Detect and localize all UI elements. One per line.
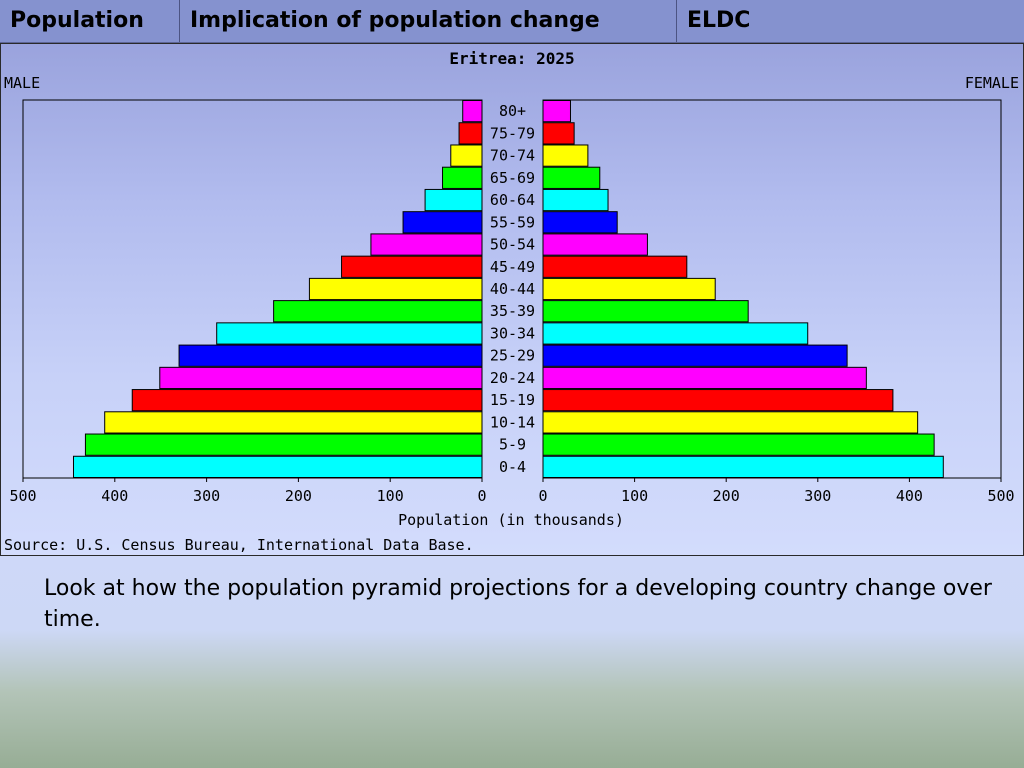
tab-population[interactable]: Population	[0, 0, 180, 42]
male-label: MALE	[4, 74, 40, 92]
female-bar-65-69	[542, 166, 601, 189]
male-bar-25-29	[178, 344, 483, 367]
male-bar-0-4	[72, 455, 483, 479]
female-tick-label: 200	[713, 487, 740, 505]
male-bar-35-39	[273, 300, 483, 323]
age-group-label: 0-4	[499, 458, 526, 476]
male-bar-30-34	[216, 322, 483, 345]
female-bar-30-34	[542, 322, 809, 345]
female-bar-75-79	[542, 122, 575, 145]
chart-title: Eritrea: 2025	[449, 49, 574, 68]
female-bar-35-39	[542, 300, 749, 323]
male-bar-70-74	[450, 144, 483, 167]
female-tick-label: 400	[896, 487, 923, 505]
female-bar-60-64	[542, 188, 609, 212]
male-bar-10-14	[104, 411, 483, 434]
male-bar-5-9	[84, 433, 483, 456]
female-bar-5-9	[542, 433, 935, 456]
age-group-label: 50-54	[490, 236, 535, 254]
age-group-label: 70-74	[490, 147, 535, 165]
age-group-label: 45-49	[490, 258, 535, 276]
age-group-label: 10-14	[490, 413, 535, 431]
male-bar-60-64	[424, 188, 483, 212]
female-tick-label: 0	[538, 487, 547, 505]
male-bar-50-54	[370, 233, 483, 256]
age-group-label: 65-69	[490, 169, 535, 187]
age-group-label: 80+	[499, 102, 526, 120]
male-bar-20-24	[159, 366, 483, 390]
female-bar-80+	[542, 100, 571, 123]
female-bar-40-44	[542, 277, 716, 301]
female-bar-70-74	[542, 144, 589, 167]
population-pyramid-chart: 0-4 5-9 10-14 15-19 20-24 25-29 30-34 35-39 40-4…	[0, 43, 1024, 556]
age-group-label: 25-29	[490, 347, 535, 365]
source-note: Source: U.S. Census Bureau, Internationa…	[4, 536, 474, 554]
female-bar-45-49	[542, 255, 688, 278]
x-axis-label: Population (in thousands)	[398, 511, 624, 529]
age-group-label: 75-79	[490, 124, 535, 142]
female-tick-label: 500	[987, 487, 1014, 505]
age-group-label: 30-34	[490, 324, 535, 342]
age-group-label: 20-24	[490, 369, 535, 387]
age-group-label: 55-59	[490, 213, 535, 231]
female-bar-20-24	[542, 366, 867, 390]
age-group-label: 15-19	[490, 391, 535, 409]
age-group-label: 40-44	[490, 280, 535, 298]
male-bar-80+	[462, 100, 483, 123]
pyramid-svg: 0-4 5-9 10-14 15-19 20-24 25-29 30-34 35-39 40-4…	[4, 49, 1019, 554]
male-bar-55-59	[402, 211, 483, 234]
male-tick-label: 100	[377, 487, 404, 505]
female-bar-55-59	[542, 211, 618, 234]
tab-eldc[interactable]: ELDC	[687, 8, 751, 33]
female-bar-10-14	[542, 411, 919, 434]
male-bar-15-19	[131, 389, 483, 412]
female-bar-50-54	[542, 233, 648, 256]
male-tick-label: 200	[285, 487, 312, 505]
tab-bar: Population Implication of population cha…	[0, 0, 1024, 43]
female-tick-label: 100	[621, 487, 648, 505]
male-bar-65-69	[442, 166, 483, 189]
male-bar-40-44	[308, 277, 483, 301]
age-group-label: 35-39	[490, 302, 535, 320]
age-group-label: 5-9	[499, 436, 526, 454]
tab-implication-of-population-change[interactable]: Implication of population change	[180, 0, 677, 42]
male-tick-label: 300	[193, 487, 220, 505]
age-group-label: 60-64	[490, 191, 535, 209]
female-bar-0-4	[542, 455, 944, 479]
female-bar-25-29	[542, 344, 848, 367]
male-tick-label: 500	[9, 487, 36, 505]
female-bar-15-19	[542, 389, 894, 412]
male-tick-label: 400	[101, 487, 128, 505]
female-label: FEMALE	[965, 74, 1019, 92]
female-tick-label: 300	[804, 487, 831, 505]
caption-text: Look at how the population pyramid proje…	[44, 576, 992, 632]
male-tick-label: 0	[477, 487, 486, 505]
male-bar-75-79	[458, 122, 483, 145]
male-bar-45-49	[341, 255, 483, 278]
